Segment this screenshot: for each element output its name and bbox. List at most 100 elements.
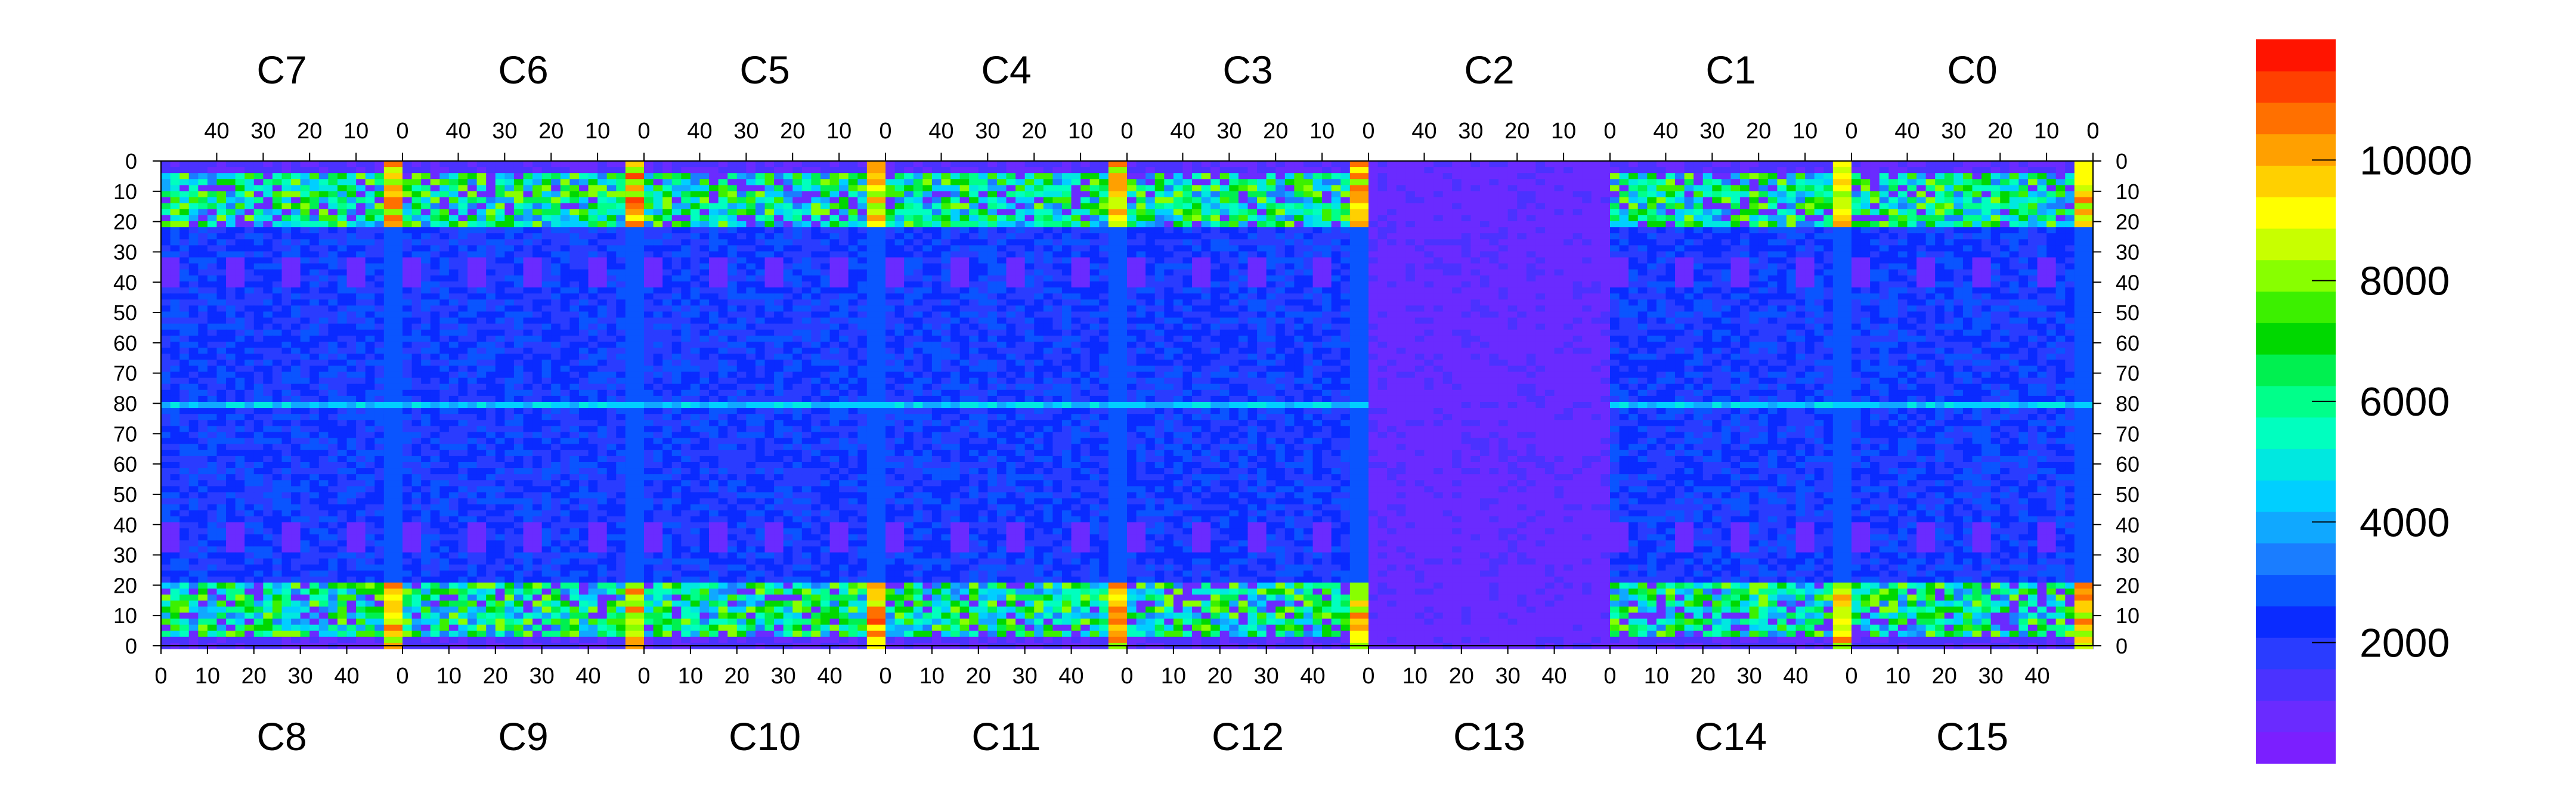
heatmap-cell [523,293,533,300]
heatmap-cell [569,414,580,420]
heatmap-cell [253,516,264,523]
heatmap-cell [504,269,515,276]
heatmap-cell [272,305,283,312]
heatmap-cell [383,558,402,565]
heatmap-cell [439,420,450,426]
heatmap-cell [309,546,320,553]
heatmap-cell [318,510,329,517]
heatmap-cell [551,221,561,228]
heatmap-cell [365,408,375,414]
heatmap-cell [569,281,580,288]
heatmap-cell [291,293,301,300]
heatmap-cell [597,401,608,408]
heatmap-cell [253,624,264,631]
heatmap-cell [365,227,375,234]
heatmap-cell [467,221,478,228]
heatmap-cell [709,197,719,204]
heatmap-cell [263,558,273,565]
heatmap-cell [801,215,812,222]
heatmap-cell [263,408,273,414]
heatmap-cell [504,281,515,288]
heatmap-cell [309,257,320,264]
heatmap-cell [318,371,329,379]
heatmap-cell [523,636,533,643]
heatmap-cell [365,215,375,222]
heatmap-cell [811,215,821,222]
heatmap-cell [281,191,292,198]
heatmap-cell [792,209,803,216]
heatmap-cell [411,275,422,282]
heatmap-cell [170,335,180,342]
heatmap-cell [328,227,338,234]
heatmap-cell [300,227,310,234]
heatmap-cell [374,540,385,547]
heatmap-cell [244,636,255,643]
heatmap-cell [383,438,402,445]
heatmap-cell [625,564,644,571]
heatmap-cell [504,438,515,445]
heatmap-cell [272,510,283,517]
heatmap-cell [801,179,812,185]
heatmap-cell [458,173,468,179]
heatmap-cell [281,492,292,499]
heatmap-cell [495,492,505,499]
heatmap-cell [328,576,338,583]
heatmap-cell [291,468,301,475]
heatmap-cell [263,245,273,252]
heatmap-cell [690,287,701,294]
heatmap-cell [235,371,245,379]
heatmap-cell [755,275,766,282]
heatmap-cell [504,161,515,168]
heatmap-cell [272,612,283,620]
heatmap-cell [402,492,413,499]
heatmap-cell [226,462,236,469]
heatmap-cell [597,263,608,270]
heatmap-cell [253,570,264,577]
heatmap-cell [430,516,440,523]
heatmap-cell [458,161,468,168]
heatmap-cell [346,401,357,408]
heatmap-cell [448,456,459,463]
heatmap-cell [411,209,422,216]
heatmap-cell [244,317,255,324]
heatmap-cell [541,305,552,312]
heatmap-cell [170,197,180,204]
heatmap-cell [318,546,329,553]
heatmap-cell [300,546,310,553]
heatmap-cell [588,305,598,312]
heatmap-cell [272,311,283,318]
heatmap-cell [727,287,738,294]
heatmap-cell [346,317,357,324]
heatmap-cell [346,323,357,330]
heatmap-cell [272,606,283,614]
heatmap-cell [495,618,505,626]
heatmap-cell [476,233,487,240]
heatmap-cell [421,245,431,252]
heatmap-cell [402,305,413,312]
heatmap-cell [291,630,301,637]
heatmap-cell [300,191,310,198]
heatmap-cell [736,269,747,276]
heatmap-cell [263,215,273,222]
heatmap-cell [774,251,784,258]
heatmap-cell [170,510,180,517]
heatmap-cell [792,299,803,306]
heatmap-cell [578,474,589,481]
heatmap-cell [458,354,468,360]
heatmap-cell [356,293,366,300]
heatmap-cell [411,504,422,511]
heatmap-cell [318,528,329,535]
heatmap-cell [365,600,375,607]
heatmap-cell [671,203,682,210]
heatmap-cell [857,287,868,294]
heatmap-cell [161,438,171,445]
heatmap-cell [541,546,552,553]
heatmap-cell [504,383,515,391]
heatmap-cell [569,317,580,324]
heatmap-cell [578,299,589,306]
heatmap-cell [588,203,598,210]
heatmap-cell [244,227,255,234]
heatmap-cell [337,450,348,457]
heatmap-cell [300,456,310,463]
heatmap-cell [207,167,218,174]
